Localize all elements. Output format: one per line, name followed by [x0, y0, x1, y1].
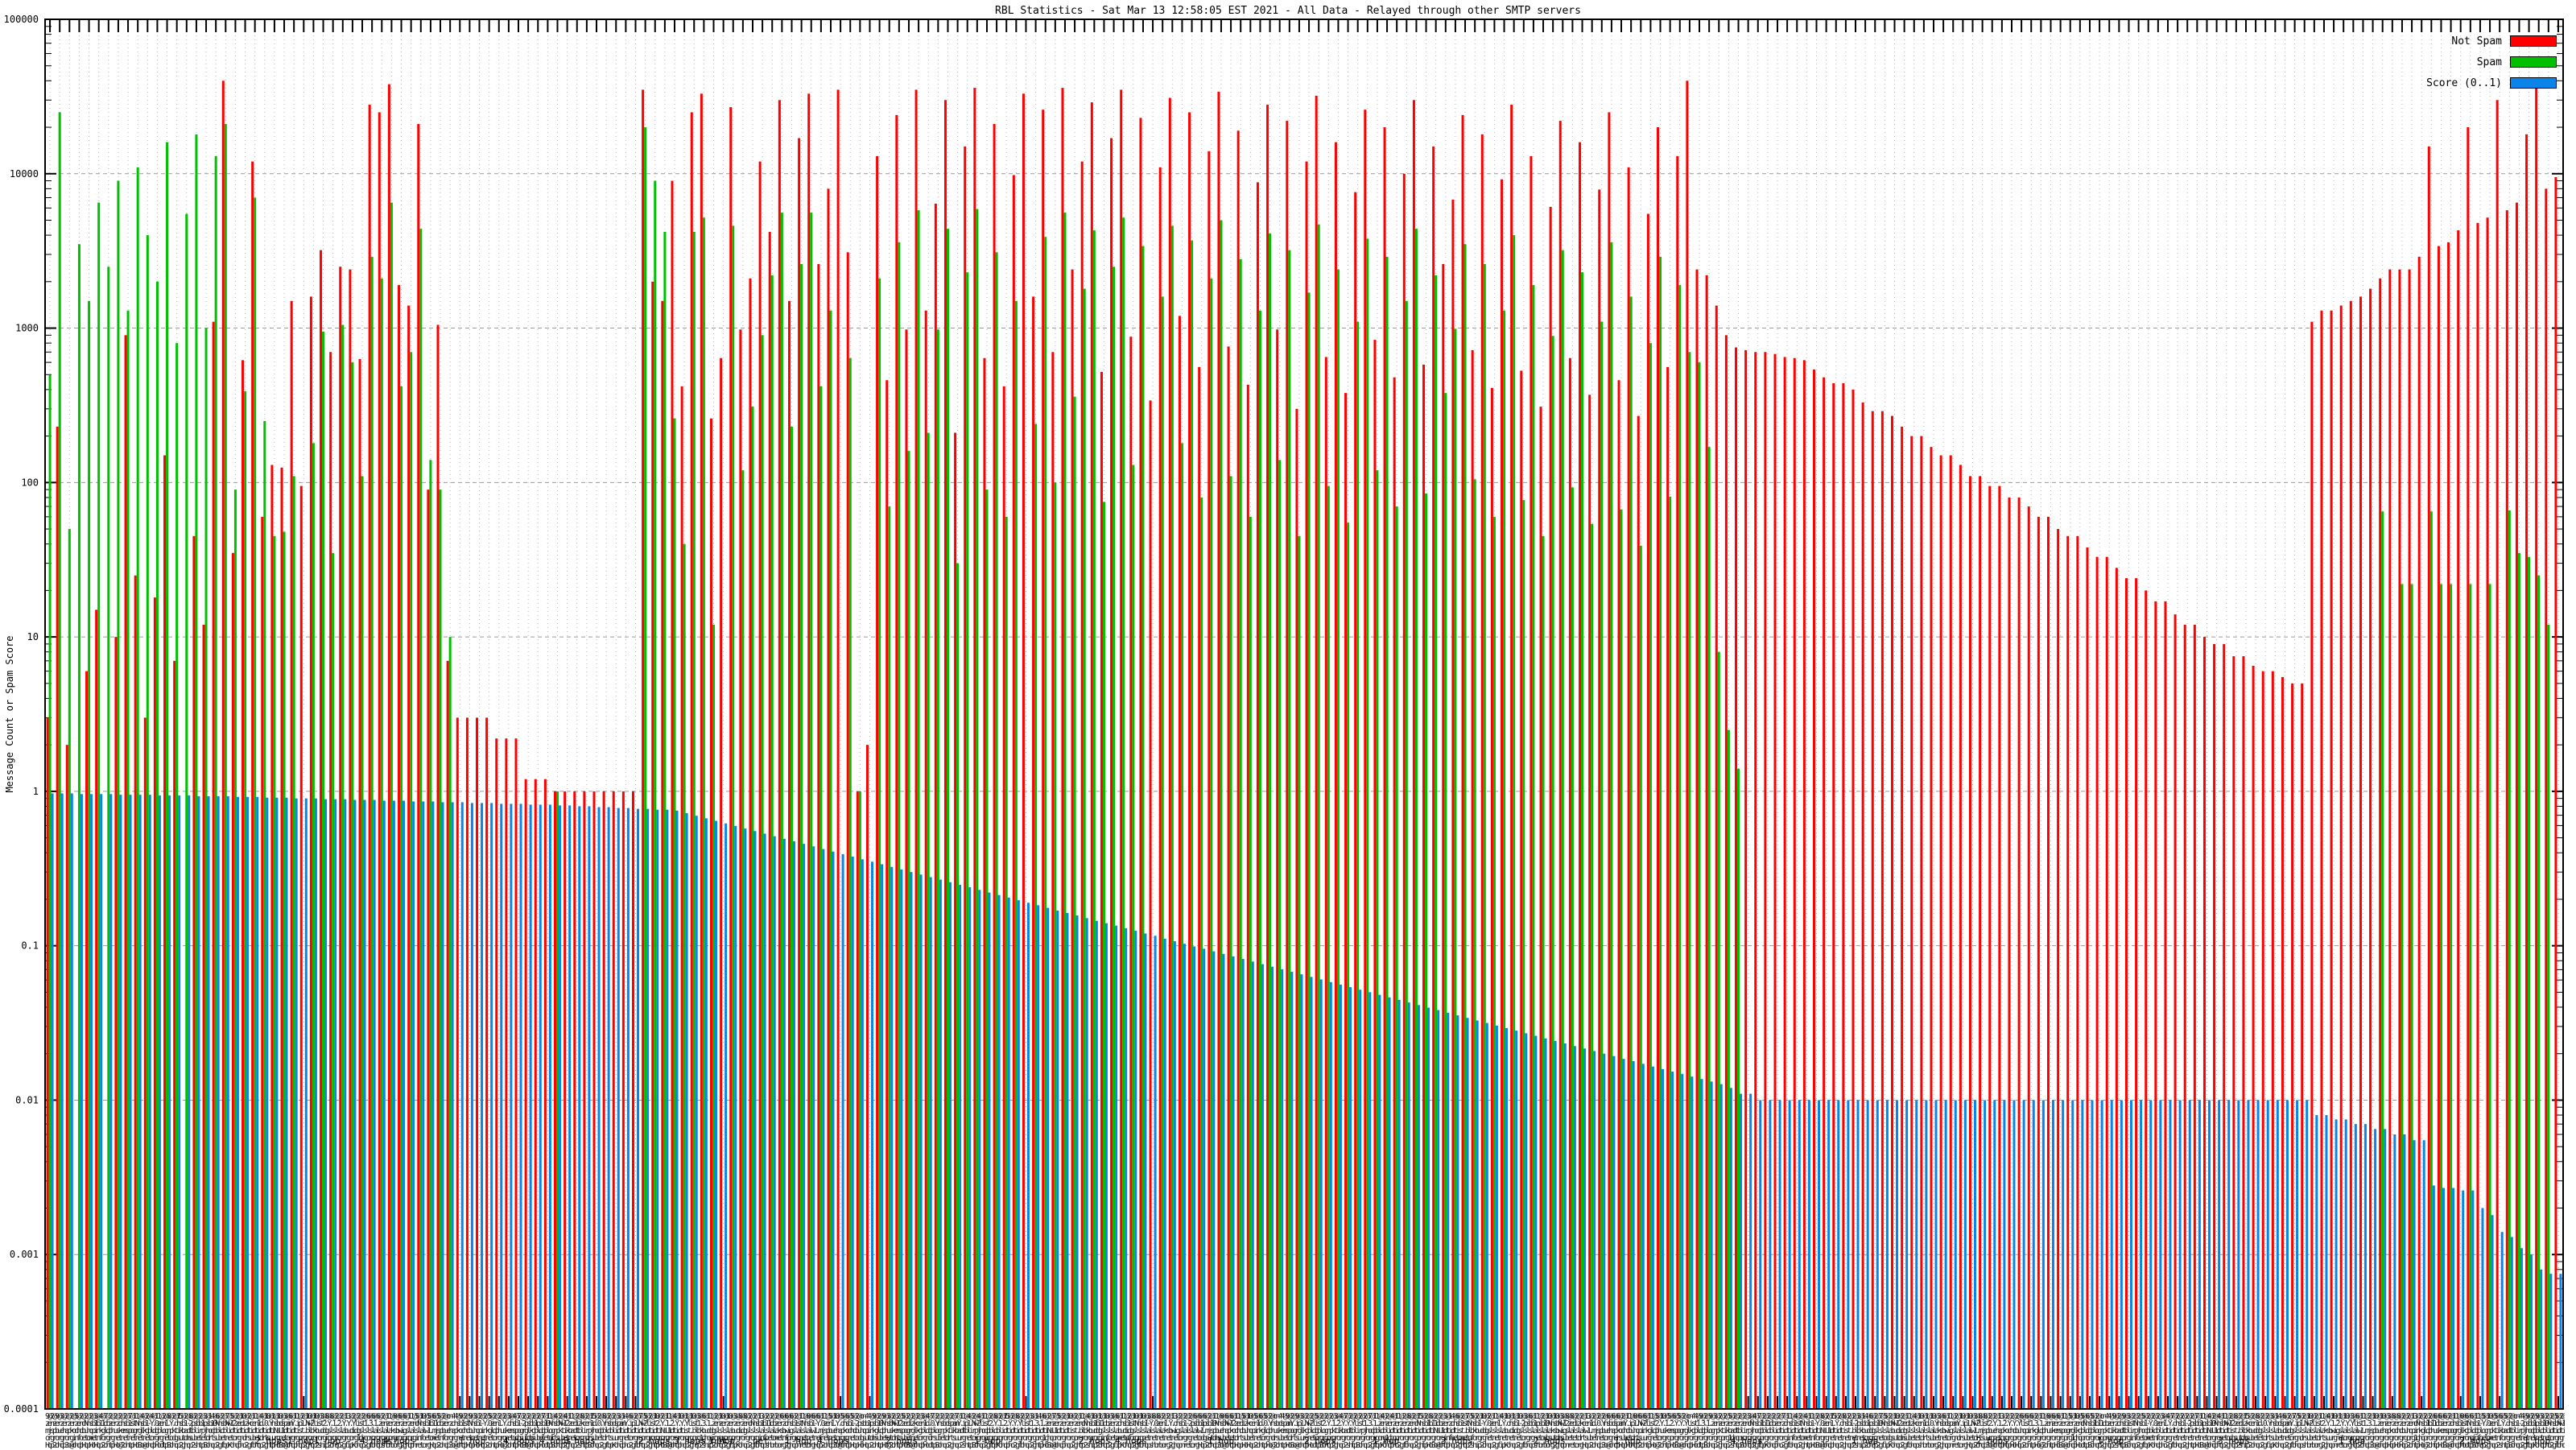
- hops-label-13: 1 hop: [785, 1436, 812, 1446]
- hops-label-16: 1 hop: [974, 1436, 1001, 1446]
- hops-label-6: 4 hops: [503, 1436, 535, 1446]
- hops-label-10: 3 hops net: [674, 1436, 728, 1446]
- x-axis-ticks: [49, 19, 2559, 1409]
- legend-label: Score (0..1): [2426, 76, 2502, 89]
- x-label-row-3: orgrorgrorginfoetometnforgrgnetnetnetnet…: [45, 1434, 2565, 1443]
- hops-label-1: 1 hop: [287, 1436, 315, 1446]
- y-tick-label: 0.1: [21, 940, 39, 952]
- hops-label-18: 4 hops: [1115, 1436, 1147, 1446]
- legend-row-1: Spam: [2426, 52, 2557, 72]
- hops-label-2: 1 hop: [314, 1436, 341, 1446]
- hops-label-3: 4 hops: [360, 1436, 392, 1446]
- chart-title: RBL Statistics - Sat Mar 13 12:58:05 EST…: [995, 5, 1581, 17]
- hops-label-15: 2 hops: [886, 1436, 918, 1446]
- hops-label-0: 2 hops: [255, 1436, 287, 1446]
- y-tick-label: 100: [21, 477, 39, 488]
- y-tick-label: 100000: [4, 14, 39, 25]
- hops-label-21: 1 hop: [1373, 1436, 1400, 1446]
- hops-label-25: 4 hops: [1731, 1436, 1763, 1446]
- hops-label-5: 1 hop: [459, 1436, 486, 1446]
- x-label-row-2: mjspbuehapkodhdbuhopinkgldphuskemspogrgl…: [45, 1427, 2565, 1436]
- legend-row-2: Score (0..1): [2426, 72, 2557, 93]
- y-tick-label: 10000: [10, 168, 39, 180]
- y-tick-label: 10: [27, 631, 39, 642]
- hops-label-7: 4 hops: [539, 1436, 572, 1446]
- hops-label-24: 1 hop: [1614, 1436, 1641, 1446]
- y-tick-label: 1000: [15, 323, 39, 334]
- bars-not-spam: [46, 77, 2557, 1410]
- legend-swatch-spam: [2510, 56, 2557, 68]
- legend: Not Spam Spam Score (0..1): [2426, 31, 2557, 93]
- legend-swatch-score-0-1-: [2510, 77, 2557, 89]
- legend-row-0: Not Spam: [2426, 31, 2557, 52]
- hops-label-31: 2 hops: [2459, 1436, 2491, 1446]
- hops-label-29: 3 hops: [2218, 1436, 2250, 1446]
- x-label-row-1: zenzerzerzerzendNnsb1b11dbzerzdnsb1stNns…: [45, 1419, 2565, 1428]
- hops-label-11: 1 hop: [708, 1436, 736, 1446]
- hops-label-19: 1 hop: [1208, 1436, 1235, 1446]
- hops-label-4: 4 hops: [383, 1436, 415, 1446]
- hops-label-32: 1 hop: [2524, 1436, 2551, 1446]
- hops-label-27: 2 hops: [1976, 1436, 2008, 1446]
- y-tick-label: 0.001: [10, 1249, 39, 1260]
- bars-spam: [48, 112, 2550, 1410]
- bars-score: [51, 793, 2562, 1409]
- hops-label-20: 2 hops: [1304, 1436, 1336, 1446]
- hops-label-9: 2 hops: [638, 1436, 671, 1446]
- hops-label-14: 4 hops: [817, 1436, 849, 1446]
- y-tick-label: 0.01: [15, 1094, 39, 1105]
- hops-label-28: 1 hop: [2097, 1436, 2124, 1446]
- hops-label-12: net: [753, 1436, 769, 1446]
- hops-label-8: 3 hops: [564, 1436, 596, 1446]
- hops-label-26: 1 hop: [1852, 1436, 1879, 1446]
- hops-label-22: 3 hops: [1441, 1436, 1473, 1446]
- hops-label-23: 2 hops: [1534, 1436, 1566, 1446]
- x-label-row-0: 9@2@9@3@2@2@5@2@2@2@3@4@7@2@2@2@2@7@11@4…: [45, 1412, 2565, 1421]
- y-tick-label: 1: [33, 786, 39, 797]
- y-tick-label: 0.0001: [4, 1403, 39, 1415]
- plot-border: [44, 19, 2564, 1410]
- hops-label-17: 2 hops: [1079, 1436, 1111, 1446]
- legend-swatch-not-spam: [2510, 35, 2557, 47]
- legend-label: Spam: [2476, 56, 2502, 68]
- x-label-row-4: Hop2ohdp3o@ohdpHopHoHop2ohtpHo@2ohtpHoBo…: [45, 1441, 2565, 1450]
- legend-label: Not Spam: [2451, 35, 2502, 48]
- hops-label-30: 1 hop: [2339, 1436, 2366, 1446]
